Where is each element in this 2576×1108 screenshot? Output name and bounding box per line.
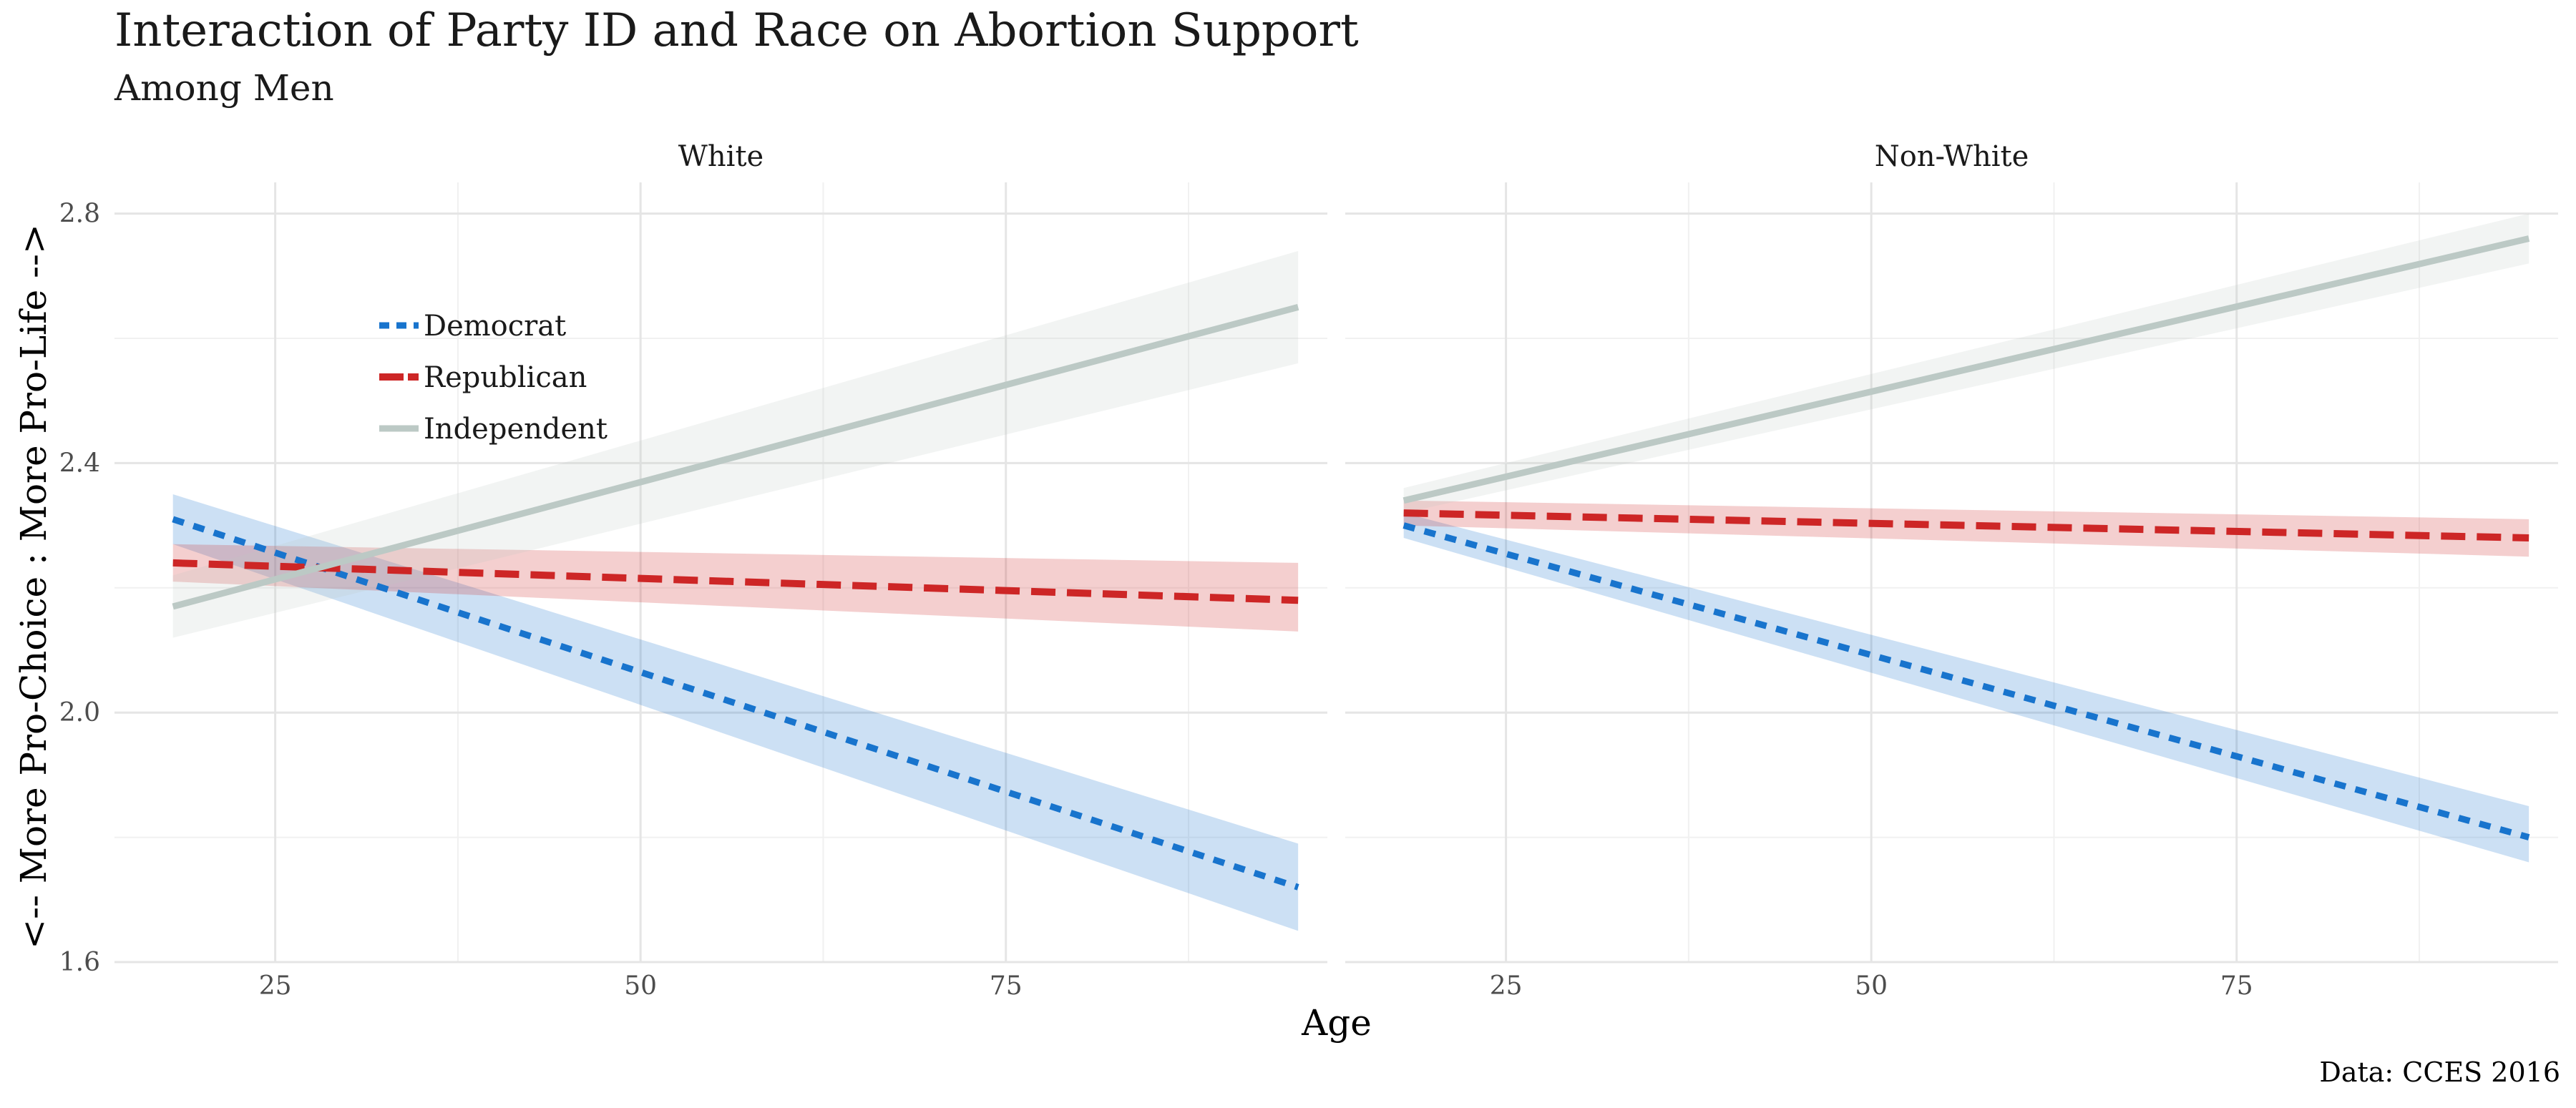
republican-confidence-band <box>1403 500 2529 557</box>
panel-non-white: Non-White 25 50 75 <box>1345 140 2558 1001</box>
x-tick-label: 75 <box>2220 971 2253 1001</box>
independent-confidence-band <box>172 250 1299 638</box>
chart-subtitle: Among Men <box>114 67 334 109</box>
x-tick-label: 25 <box>259 971 292 1001</box>
legend-item-republican: Republican <box>379 361 587 394</box>
caption: Data: CCES 2016 <box>2319 1056 2560 1088</box>
legend-label: Republican <box>424 361 587 394</box>
democrat-confidence-band <box>172 494 1299 931</box>
republican-confidence-band <box>172 544 1299 632</box>
legend: Democrat Republican Independent <box>379 310 608 446</box>
panel-white: White 25 50 75 1.6 2.0 2.4 2.8 <box>59 140 1327 1001</box>
y-axis-title: <-- More Pro-Choice : More Pro-Life --> <box>13 224 54 949</box>
legend-label: Democrat <box>424 310 566 343</box>
independent-line <box>1402 235 2530 504</box>
x-tick-label: 25 <box>1490 971 1523 1001</box>
republican-line <box>1403 509 2529 542</box>
y-tick-label: 2.4 <box>59 448 100 478</box>
x-tick-label: 50 <box>624 971 657 1001</box>
legend-item-independent: Independent <box>379 413 608 446</box>
panel-label: Non-White <box>1875 140 2029 173</box>
chart-title: Interaction of Party ID and Race on Abor… <box>114 4 1359 57</box>
legend-label: Independent <box>424 413 608 446</box>
democrat-line <box>172 516 1299 891</box>
y-tick-label: 2.0 <box>59 698 100 727</box>
panel-label: White <box>678 140 763 173</box>
x-tick-label: 50 <box>1855 971 1888 1001</box>
republican-line <box>172 559 1299 604</box>
independent-confidence-band <box>1403 213 2529 514</box>
x-axis-title: Age <box>1301 1002 1372 1044</box>
independent-line <box>172 304 1299 610</box>
democrat-confidence-band <box>1403 513 2529 863</box>
y-tick-label: 2.8 <box>59 200 100 229</box>
y-tick-label: 1.6 <box>59 948 100 977</box>
democrat-line <box>1402 522 2530 840</box>
legend-item-democrat: Democrat <box>379 310 566 343</box>
panels: White 25 50 75 1.6 2.0 2.4 2.8 Non-White 25 50 75 <box>59 140 2558 1001</box>
x-tick-label: 75 <box>990 971 1023 1001</box>
